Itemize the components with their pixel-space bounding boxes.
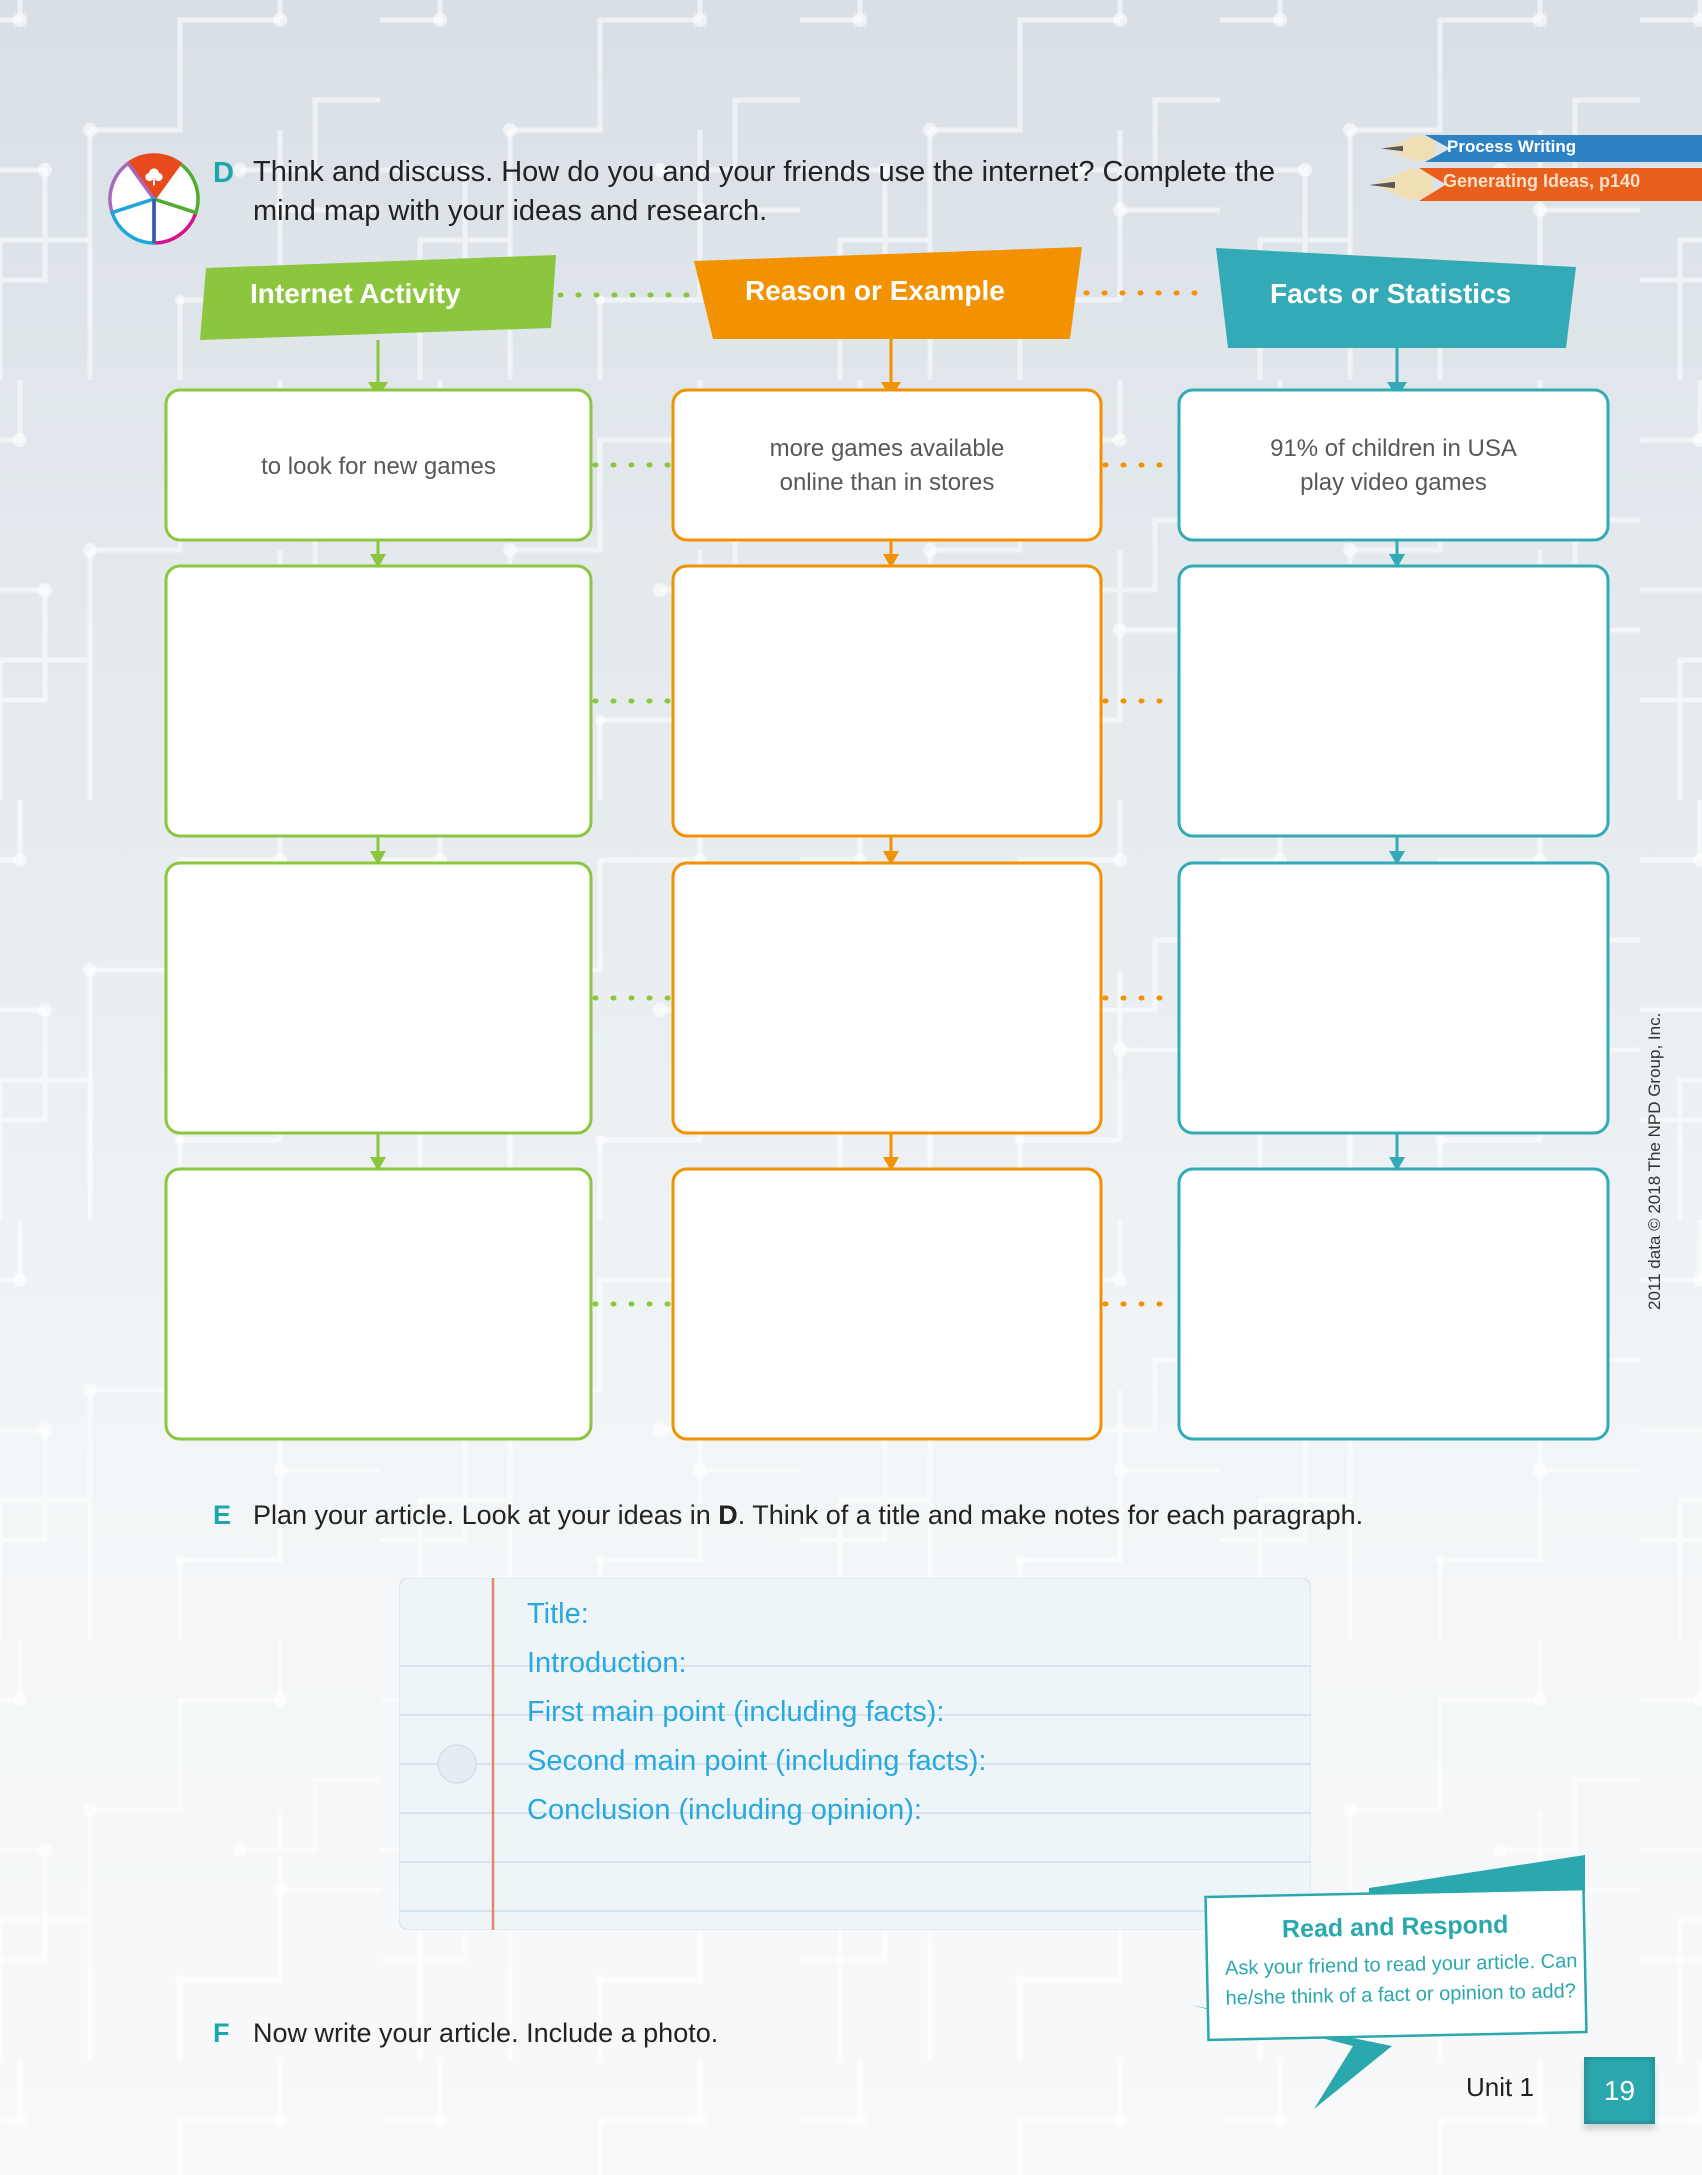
svg-text:Read and Respond: Read and Respond <box>1282 1911 1509 1944</box>
